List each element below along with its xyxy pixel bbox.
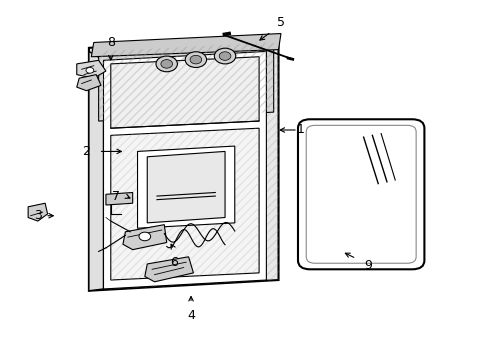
FancyBboxPatch shape (297, 119, 424, 269)
Text: 6: 6 (170, 256, 178, 269)
Polygon shape (122, 225, 166, 249)
Text: 3: 3 (34, 209, 41, 222)
Circle shape (219, 52, 230, 60)
Polygon shape (137, 146, 234, 228)
Polygon shape (28, 203, 47, 221)
Polygon shape (89, 37, 278, 291)
Text: 4: 4 (187, 309, 195, 322)
Polygon shape (77, 75, 101, 91)
Polygon shape (89, 51, 103, 291)
Polygon shape (77, 60, 106, 78)
Text: 1: 1 (296, 123, 304, 136)
Circle shape (139, 232, 150, 241)
Polygon shape (111, 128, 259, 280)
Polygon shape (99, 42, 273, 121)
Polygon shape (144, 257, 193, 282)
Circle shape (185, 52, 206, 67)
Circle shape (86, 67, 94, 73)
Circle shape (156, 56, 177, 72)
Circle shape (161, 60, 172, 68)
Polygon shape (111, 57, 259, 128)
Text: 8: 8 (106, 36, 115, 49)
Polygon shape (91, 33, 281, 57)
Circle shape (214, 48, 235, 64)
Text: 7: 7 (111, 190, 120, 203)
Text: 2: 2 (82, 145, 90, 158)
Polygon shape (147, 152, 224, 223)
Polygon shape (103, 51, 266, 289)
Text: 5: 5 (276, 16, 285, 29)
Polygon shape (106, 193, 132, 205)
Text: 9: 9 (364, 259, 372, 272)
Circle shape (190, 55, 201, 64)
